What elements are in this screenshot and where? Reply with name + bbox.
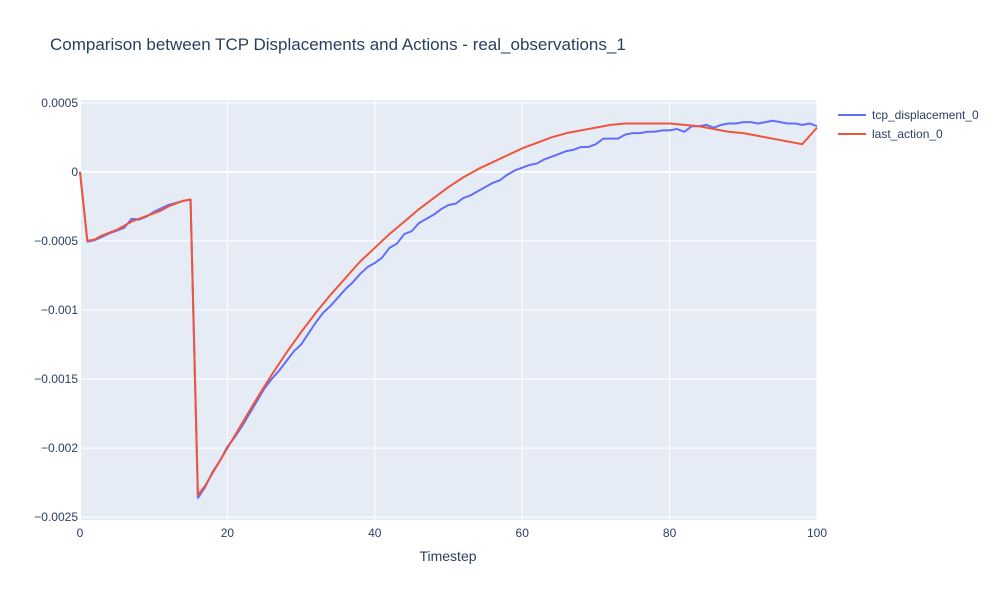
legend-label: tcp_displacement_0 [872,108,979,122]
y-tick-label: 0.0005 [41,96,78,110]
legend-item-tcp-displacement-0[interactable]: tcp_displacement_0 [838,108,979,122]
x-tick-label: 100 [807,526,827,540]
x-tick-label: 20 [221,526,235,540]
legend-label: last_action_0 [872,127,943,141]
legend[interactable]: tcp_displacement_0 last_action_0 [838,108,979,141]
x-axis-ticks: 0 20 40 60 80 100 [77,526,828,540]
x-tick-label: 40 [368,526,382,540]
chart-title: Comparison between TCP Displacements and… [50,35,626,54]
x-tick-label: 80 [663,526,677,540]
y-tick-label: −0.002 [41,441,78,455]
y-tick-label: −0.0015 [34,372,78,386]
legend-item-last-action-0[interactable]: last_action_0 [838,127,943,141]
y-tick-label: −0.0025 [34,510,78,524]
y-tick-label: −0.0005 [34,234,78,248]
x-tick-label: 0 [77,526,84,540]
y-axis-ticks: 0.0005 0 −0.0005 −0.001 −0.0015 −0.002 −0.0025 [34,96,78,524]
series-lines [79,119,818,499]
series-line-last-action-0[interactable] [79,122,818,497]
y-tick-label: 0 [71,165,78,179]
x-tick-label: 60 [516,526,530,540]
grid-lines [79,100,818,520]
y-tick-label: −0.001 [41,303,78,317]
x-axis-label: Timestep [419,548,476,564]
